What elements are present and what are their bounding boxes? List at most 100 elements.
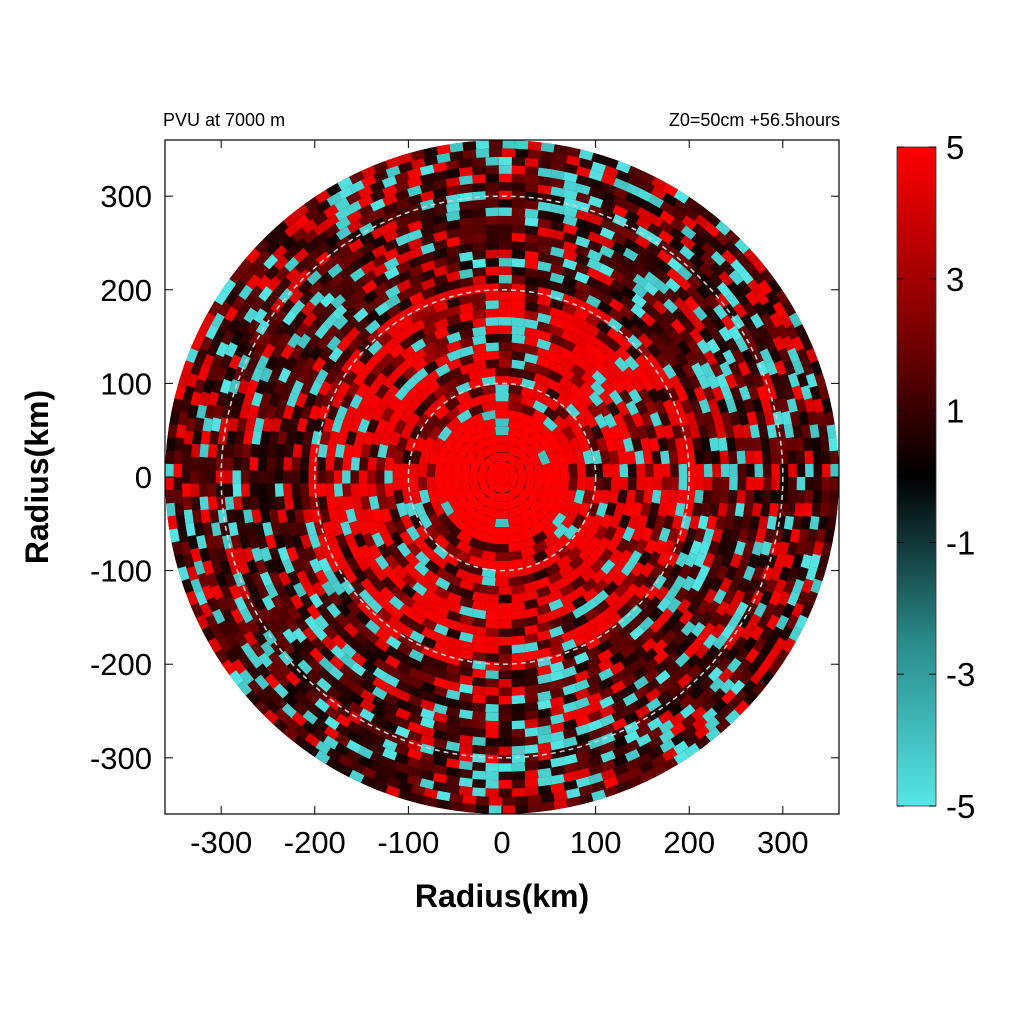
pv-cell	[215, 470, 225, 484]
pv-cell	[714, 292, 730, 309]
pv-cell	[507, 444, 524, 458]
pv-cell	[587, 231, 603, 244]
pv-cell	[731, 589, 746, 606]
pv-cell	[693, 587, 708, 604]
pv-cell	[781, 410, 793, 426]
pv-cell	[740, 313, 755, 330]
pv-cell	[451, 462, 462, 477]
pv-cell	[445, 697, 461, 709]
pv-cell	[802, 437, 813, 452]
pv-cell	[471, 450, 487, 467]
pv-cell	[694, 450, 704, 465]
pv-cell	[472, 258, 486, 269]
pv-cell	[537, 252, 552, 264]
pv-cell	[299, 533, 312, 550]
pv-cell	[755, 578, 769, 594]
pv-cell	[458, 277, 474, 288]
pv-cell	[420, 690, 436, 703]
pv-cell	[498, 788, 512, 798]
pv-cell	[358, 589, 374, 605]
pv-cell	[292, 310, 308, 327]
pv-cell	[498, 780, 512, 789]
pv-cell	[527, 794, 542, 805]
pv-cell	[725, 540, 738, 556]
pv-cell	[231, 658, 247, 675]
pv-cell	[445, 176, 461, 188]
pv-cell	[752, 636, 767, 653]
pv-cell	[472, 300, 487, 311]
pv-cell	[375, 520, 389, 536]
pv-cell	[778, 347, 791, 364]
pv-cell	[585, 655, 602, 669]
pv-cell	[586, 664, 602, 678]
pv-cell	[600, 182, 616, 195]
y-tick-label: -300	[90, 741, 152, 776]
pv-cell	[603, 358, 619, 374]
pv-cell	[550, 186, 565, 198]
pv-cell	[743, 502, 754, 517]
plot-area	[165, 140, 839, 814]
pv-cell	[485, 627, 499, 638]
pv-cell	[436, 790, 451, 802]
pv-cell	[243, 595, 257, 612]
pv-cell	[377, 495, 389, 511]
pv-cell	[524, 208, 539, 219]
pv-cell	[347, 238, 364, 253]
pv-cell	[622, 526, 636, 542]
pv-cell	[498, 603, 513, 612]
pv-cell	[637, 550, 652, 567]
pv-cell	[791, 553, 804, 569]
pv-cell	[530, 510, 547, 526]
pv-cell	[224, 290, 239, 306]
pv-cell	[671, 515, 684, 530]
pv-cell	[706, 600, 721, 616]
pv-cell	[575, 750, 591, 762]
pv-cell	[693, 552, 707, 568]
pv-cell	[524, 250, 539, 261]
pv-cell	[224, 470, 233, 484]
pv-cell	[495, 376, 509, 385]
pv-cell	[481, 576, 496, 587]
pv-cell	[578, 157, 594, 170]
pv-cell	[410, 157, 426, 170]
pv-cell	[744, 450, 755, 465]
pv-cell	[446, 367, 463, 381]
reference-circle	[407, 382, 597, 572]
pv-cell	[227, 620, 241, 636]
pv-cell	[753, 489, 763, 504]
pv-cell	[382, 747, 398, 761]
pv-cell	[366, 520, 380, 536]
pv-cell	[676, 662, 692, 678]
pv-cell	[630, 635, 646, 651]
pv-cell	[410, 601, 427, 616]
pv-cell	[485, 687, 499, 697]
pv-cell	[481, 384, 496, 395]
pv-cell	[715, 373, 729, 389]
pv-cell	[702, 386, 716, 402]
pv-cell	[413, 436, 427, 453]
pv-cell	[445, 253, 461, 265]
pv-cell	[624, 748, 641, 763]
pv-cell	[283, 470, 292, 484]
pv-cell	[387, 605, 404, 621]
pv-cell	[280, 639, 296, 656]
pv-cell	[210, 560, 223, 576]
pv-cell	[394, 171, 410, 184]
pv-cell	[508, 524, 523, 536]
pv-cell	[377, 395, 392, 411]
pv-cell	[458, 674, 474, 686]
pv-cell	[523, 598, 539, 610]
pv-cell	[575, 192, 591, 204]
pv-cell	[327, 263, 343, 279]
pv-cell	[406, 167, 422, 180]
pv-cell	[384, 519, 398, 536]
pv-cell	[650, 186, 667, 200]
pv-cell	[485, 678, 499, 688]
pv-cell	[637, 332, 654, 349]
pv-cell	[280, 298, 296, 315]
pv-cell	[524, 676, 539, 687]
pv-cell	[360, 689, 376, 704]
pv-cell	[740, 624, 755, 641]
pv-cell	[292, 701, 308, 717]
pv-cell	[200, 509, 211, 524]
